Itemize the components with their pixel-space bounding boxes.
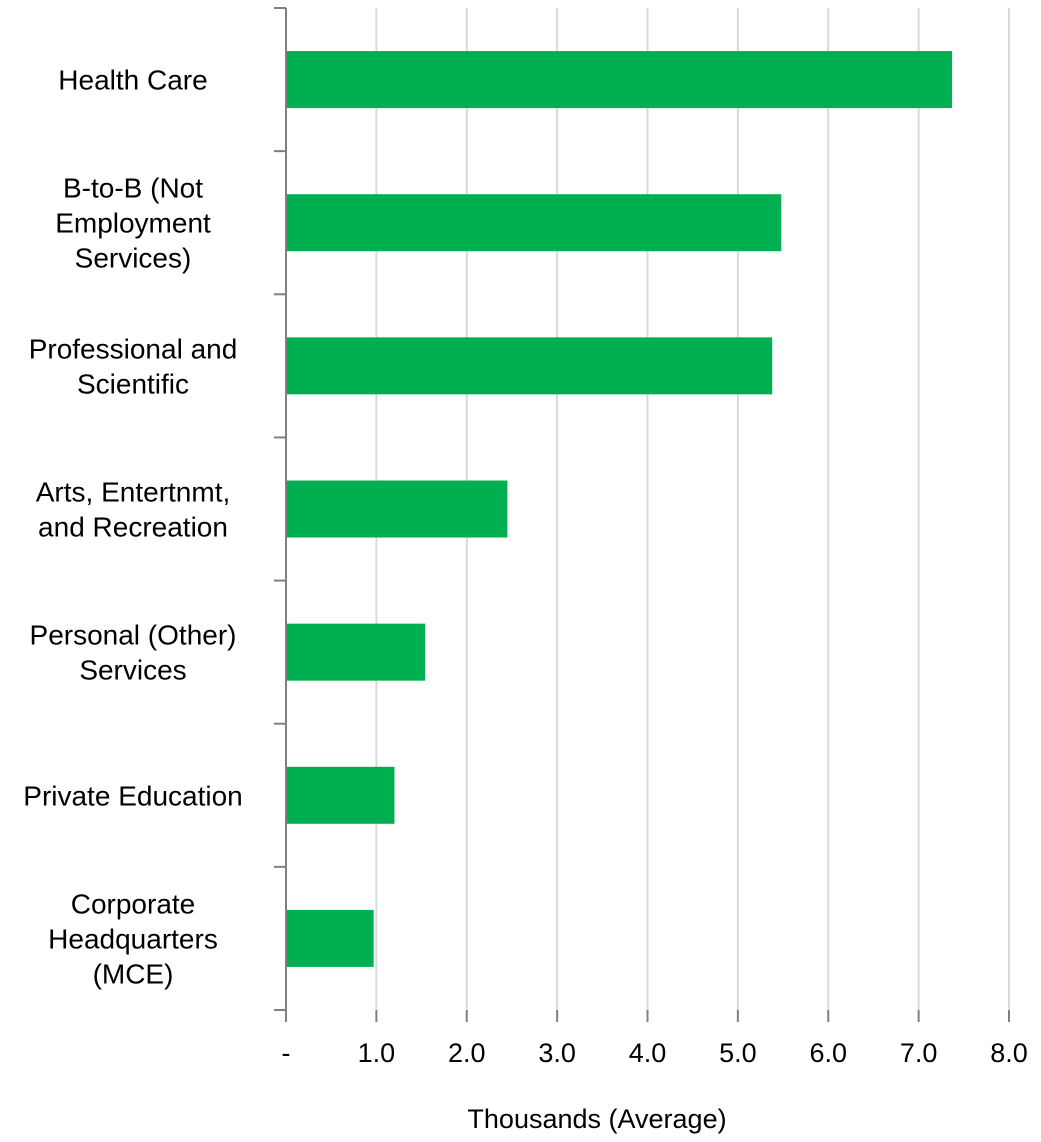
gridlines xyxy=(375,8,1010,1010)
bar xyxy=(286,51,953,109)
bar xyxy=(286,623,426,681)
category-label: Health Care xyxy=(58,65,207,96)
category-label: B-to-B (Not Employment Services) xyxy=(55,173,211,274)
x-tick-label: 2.0 xyxy=(448,1038,486,1068)
x-tick-label: 3.0 xyxy=(538,1038,576,1068)
x-tick-label: 5.0 xyxy=(719,1038,757,1068)
category-label: Private Education xyxy=(23,780,242,811)
x-axis-title: Thousands (Average) xyxy=(467,1104,726,1134)
x-tick-label: 6.0 xyxy=(809,1038,847,1068)
labels: - 1.0 2.0 3.0 4.0 5.0 6.0 7.0 8.0 Health Care B-to… xyxy=(23,65,1028,1068)
bars xyxy=(286,51,953,967)
category-label: Professional and Scientific xyxy=(29,333,238,399)
category-label: Corporate Headquarters (MCE) xyxy=(48,888,218,989)
bar xyxy=(286,337,773,395)
x-tick-label: 4.0 xyxy=(629,1038,667,1068)
bar xyxy=(286,480,508,538)
x-tick-label: - xyxy=(282,1038,291,1068)
bar xyxy=(286,909,374,967)
axes xyxy=(274,7,1010,1022)
x-tick-label: 8.0 xyxy=(990,1038,1028,1068)
bar xyxy=(286,194,782,252)
x-tick-label: 1.0 xyxy=(358,1038,396,1068)
x-tick-label: 7.0 xyxy=(900,1038,938,1068)
category-label: Personal (Other) Services xyxy=(30,620,237,686)
bar xyxy=(286,766,395,824)
category-label: Arts, Entertnmt, and Recreation xyxy=(36,477,231,543)
